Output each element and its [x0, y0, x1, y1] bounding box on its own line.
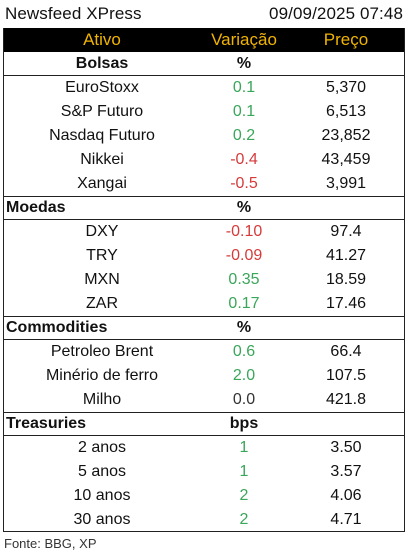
- asset-price: 3.57: [330, 463, 362, 480]
- table-row: Milho 0.0 421.8: [4, 388, 404, 412]
- section-unit: %: [236, 319, 252, 336]
- table-row: MXN 0.35 18.59: [4, 268, 404, 292]
- asset-name: Milho: [82, 391, 122, 408]
- asset-change: -0.09: [225, 247, 263, 264]
- asset-name: EuroStoxx: [65, 79, 139, 96]
- asset-change: 2: [239, 511, 249, 528]
- table-row: Nikkei -0.4 43,459: [4, 148, 404, 172]
- asset-price: 4.06: [330, 487, 362, 504]
- section-label: Treasuries: [6, 415, 87, 432]
- table-row: 10 anos 2 4.06: [4, 484, 404, 508]
- asset-price: 421.8: [325, 391, 367, 408]
- table-row: 30 anos 2 4.71: [4, 508, 404, 532]
- section-unit: bps: [229, 415, 259, 432]
- section-header-bolsas: Bolsas %: [4, 52, 404, 76]
- section-label: Bolsas: [75, 54, 129, 72]
- asset-name: S&P Futuro: [60, 103, 144, 120]
- asset-name: 2 anos: [77, 439, 127, 456]
- asset-change: 1: [239, 439, 249, 456]
- asset-change: -0.4: [230, 151, 258, 168]
- asset-price: 4.71: [330, 511, 362, 528]
- asset-change: -0.5: [230, 175, 258, 192]
- section-unit: %: [236, 54, 252, 72]
- section-unit: %: [236, 199, 252, 216]
- asset-name: ZAR: [86, 295, 118, 312]
- asset-price: 3,991: [325, 175, 367, 192]
- asset-name: 10 anos: [73, 487, 131, 504]
- asset-change: -0.10: [225, 223, 263, 240]
- asset-change: 2: [239, 487, 249, 504]
- table-row: Petroleo Brent 0.6 66.4: [4, 340, 404, 364]
- column-header-asset: Ativo: [83, 30, 121, 49]
- table-row: S&P Futuro 0.1 6,513: [4, 100, 404, 124]
- asset-price: 66.4: [330, 343, 362, 360]
- asset-price: 3.50: [330, 439, 362, 456]
- table-row: EuroStoxx 0.1 5,370: [4, 76, 404, 100]
- table-row: 5 anos 1 3.57: [4, 460, 404, 484]
- asset-change: 0.0: [232, 391, 256, 408]
- asset-name: Petroleo Brent: [50, 343, 154, 360]
- asset-price: 41.27: [325, 247, 367, 264]
- table-row: DXY -0.10 97.4: [4, 220, 404, 244]
- section-header-commodities: Commodities %: [4, 316, 404, 340]
- table-row: ZAR 0.17 17.46: [4, 292, 404, 316]
- asset-change: 0.6: [232, 343, 256, 360]
- asset-price: 18.59: [325, 271, 367, 288]
- table-row: 2 anos 1 3.50: [4, 436, 404, 460]
- table-row: Minério de ferro 2.0 107.5: [4, 364, 404, 388]
- asset-change: 0.17: [228, 295, 260, 312]
- asset-change: 1: [239, 463, 249, 480]
- table-row: Xangai -0.5 3,991: [4, 172, 404, 196]
- source-note: Fonte: BBG, XP: [4, 536, 97, 551]
- asset-name: 5 anos: [77, 463, 127, 480]
- section-label: Moedas: [6, 199, 66, 216]
- column-header-change: Variação: [211, 30, 277, 49]
- section-header-treasuries: Treasuries bps: [4, 412, 404, 436]
- asset-change: 0.1: [232, 103, 256, 120]
- asset-price: 6,513: [325, 103, 367, 120]
- asset-price: 43,459: [321, 151, 371, 168]
- title-bar: Newsfeed XPress 09/09/2025 07:48: [0, 0, 406, 28]
- table-header: Ativo Variação Preço: [4, 28, 404, 52]
- section-header-moedas: Moedas %: [4, 196, 404, 220]
- report-datetime: 09/09/2025 07:48: [269, 4, 403, 23]
- market-table: Ativo Variação Preço Bolsas % EuroStoxx …: [3, 28, 405, 532]
- asset-name: TRY: [86, 247, 118, 264]
- asset-price: 23,852: [321, 127, 371, 144]
- asset-name: DXY: [85, 223, 119, 240]
- table-row: Nasdaq Futuro 0.2 23,852: [4, 124, 404, 148]
- asset-name: Minério de ferro: [45, 367, 159, 384]
- asset-price: 97.4: [330, 223, 362, 240]
- asset-name: 30 anos: [73, 511, 131, 528]
- asset-change: 2.0: [232, 367, 256, 384]
- asset-name: MXN: [84, 271, 120, 288]
- asset-change: 0.2: [232, 127, 256, 144]
- asset-name: Xangai: [77, 175, 127, 192]
- asset-change: 0.1: [232, 79, 256, 96]
- asset-price: 17.46: [325, 295, 367, 312]
- section-label: Commodities: [6, 319, 108, 336]
- asset-name: Nikkei: [80, 151, 124, 168]
- report-title: Newsfeed XPress: [5, 4, 142, 23]
- table-row: TRY -0.09 41.27: [4, 244, 404, 268]
- asset-price: 5,370: [325, 79, 367, 96]
- asset-name: Nasdaq Futuro: [49, 127, 155, 144]
- asset-price: 107.5: [325, 367, 367, 384]
- asset-change: 0.35: [228, 271, 260, 288]
- column-header-price: Preço: [323, 30, 369, 49]
